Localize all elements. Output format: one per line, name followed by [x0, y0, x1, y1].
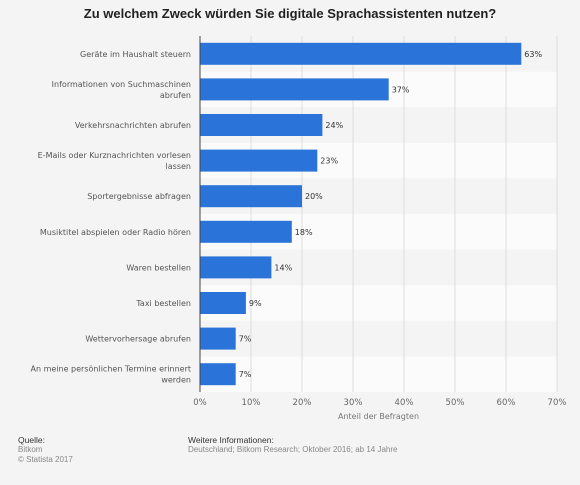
- category-label: Musiktitel abspielen oder Radio hören: [40, 228, 191, 237]
- bar: [200, 185, 302, 208]
- gridlines: [250, 36, 558, 392]
- bar: [200, 363, 236, 386]
- bar: [200, 78, 389, 101]
- category-label: Taxi bestellen: [135, 299, 191, 308]
- value-label: 14%: [274, 263, 292, 272]
- category-label: Wettervorhersage abrufen: [85, 335, 191, 344]
- bar: [200, 256, 272, 279]
- value-labels: 63% 37% 24% 23% 20% 18% 14% 9% 7% 7%: [239, 50, 543, 379]
- x-tick-label: 70%: [548, 398, 567, 408]
- x-tick-label: 50%: [446, 398, 465, 408]
- bar: [200, 42, 522, 65]
- value-label: 24%: [325, 121, 343, 130]
- info-block: Weitere Informationen: Deutschland; Bitk…: [188, 435, 397, 455]
- x-tick-label: 10%: [242, 398, 261, 408]
- x-axis-label: Anteil der Befragten: [338, 412, 419, 421]
- bar: [200, 327, 236, 350]
- value-label: 7%: [239, 370, 252, 379]
- x-tick-labels: 0% 10% 20% 30% 40% 50% 60% 70%: [193, 398, 566, 408]
- info-heading: Weitere Informationen:: [188, 435, 274, 445]
- source-block: Quelle: Bitkom © Statista 2017: [18, 435, 73, 465]
- category-label: E-Mails oder Kurznachrichten vorlesen las…: [38, 151, 191, 171]
- bar: [200, 149, 318, 172]
- chart-title: Zu welchem Zweck würden Sie digitale Spr…: [83, 6, 497, 21]
- x-tick-label: 20%: [293, 398, 312, 408]
- value-label: 18%: [295, 228, 313, 237]
- info-text: Deutschland; Bitkom Research; Oktober 20…: [188, 445, 398, 454]
- x-tick-label: 40%: [395, 398, 414, 408]
- source-heading: Quelle:: [18, 435, 45, 445]
- bar: [200, 292, 246, 314]
- category-label: Sportergebnisse abfragen: [87, 192, 191, 201]
- x-tick-label: 60%: [497, 398, 516, 408]
- source-name: Bitkom: [18, 445, 43, 454]
- category-label: Informationen von Suchmaschinen abrufen: [52, 80, 191, 100]
- copyright: © Statista 2017: [18, 455, 73, 464]
- value-label: 23%: [320, 157, 338, 166]
- row-band: [200, 285, 557, 321]
- x-tick-label: 30%: [344, 398, 363, 408]
- value-label: 7%: [239, 335, 252, 344]
- row-band: [200, 356, 557, 392]
- category-label: Geräte im Haushalt steuern: [80, 50, 191, 59]
- bar-chart: 63% 37% 24% 23% 20% 18% 14% 9% 7% 7% Geräte im Ha…: [31, 36, 566, 421]
- category-label: Verkehrsnachrichten abrufen: [75, 121, 191, 130]
- value-label: 20%: [305, 192, 323, 201]
- x-tick-label: 0%: [193, 398, 207, 408]
- row-band: [200, 320, 557, 357]
- category-labels: Geräte im Haushalt steuern Informationen …: [31, 50, 192, 385]
- value-label: 37%: [392, 85, 410, 94]
- bar: [200, 114, 323, 136]
- value-label: 9%: [249, 299, 262, 308]
- category-label: An meine persönlichen Termine erinnert we…: [31, 365, 192, 385]
- value-label: 63%: [524, 50, 542, 59]
- bars: [200, 42, 522, 386]
- category-label: Waren bestellen: [126, 263, 191, 272]
- bar: [200, 220, 292, 243]
